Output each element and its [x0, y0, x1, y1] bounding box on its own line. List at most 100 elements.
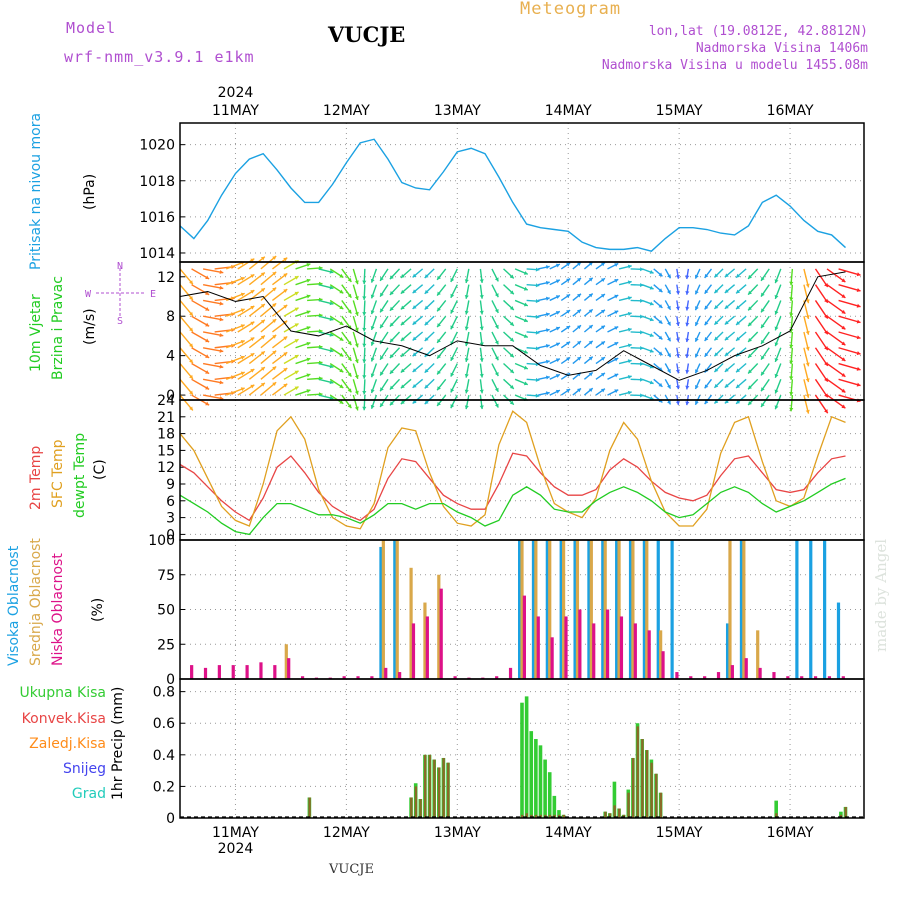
- wind-arrow: [814, 268, 829, 288]
- wind-arrow-head: [805, 283, 810, 288]
- low-cloud-bar: [703, 676, 707, 679]
- wind-arrow-head: [219, 380, 224, 385]
- wind-arrow-head: [640, 330, 644, 335]
- wind-arrow-head: [761, 371, 765, 376]
- wind-arrow-head: [640, 377, 644, 382]
- wind-arrow-head: [789, 297, 794, 301]
- x-tick-label-top: 16MAY: [767, 103, 814, 119]
- wind-arrow-head: [389, 385, 394, 390]
- wind-arrow-head: [339, 384, 344, 388]
- wind-arrow-head: [370, 373, 375, 378]
- wind-arrow-head: [479, 326, 484, 331]
- wind-arrow-head: [545, 296, 550, 301]
- wind-arrow-head: [347, 309, 352, 314]
- wind-arrow-head: [714, 305, 719, 309]
- wind-arrow-head: [736, 336, 741, 341]
- wind-arrow-head: [761, 292, 765, 297]
- wind-arrow-head: [627, 280, 632, 285]
- wind-arrow-head: [294, 276, 299, 280]
- x-tick-label-top: 12MAY: [323, 103, 370, 119]
- wind-arrow-head: [545, 265, 550, 270]
- wind-arrow-head: [380, 276, 384, 281]
- wind-arrow-head: [354, 280, 359, 285]
- wind-arrow-head: [535, 299, 540, 304]
- wind-arrow-head: [685, 338, 690, 343]
- wind-arrow-head: [260, 319, 265, 324]
- wind-arrow-head: [306, 310, 311, 315]
- wind-arrow-head: [219, 364, 224, 369]
- conv-precip-bar: [636, 726, 639, 818]
- wind-arrow-head: [600, 341, 605, 346]
- y-tick-label: 1020: [139, 138, 175, 154]
- conv-precip-bar: [645, 750, 649, 818]
- high-cloud-bar: [587, 540, 591, 679]
- wind-arrow-head: [535, 346, 540, 351]
- wind-arrow-head: [588, 309, 593, 314]
- wind-arrow-head: [600, 325, 605, 330]
- wind-arrow-head: [464, 326, 469, 331]
- wind-arrow-head: [545, 391, 550, 396]
- y-tick-label: 25: [157, 637, 175, 653]
- high-cloud-bar: [795, 540, 799, 679]
- wind-arrow-head: [658, 304, 663, 308]
- wind-arrow-head: [748, 290, 752, 295]
- wind-arrow-head: [774, 279, 779, 284]
- conv-precip-bar: [447, 762, 450, 818]
- wind-arrow-head: [189, 296, 193, 300]
- wind-arrow-head: [283, 257, 288, 262]
- high-cloud-bar: [615, 540, 619, 679]
- wind-arrow-head: [464, 358, 469, 362]
- total-precip-bar: [612, 781, 617, 818]
- wind-arrow-head: [362, 343, 367, 348]
- wind-arrow-head: [306, 278, 311, 283]
- low-cloud-bar: [758, 667, 762, 679]
- wind-arrow-head: [685, 306, 690, 311]
- conv-precip-bar: [631, 757, 635, 818]
- year-label-top: 2024: [218, 85, 254, 101]
- mid-cloud-bar: [561, 540, 566, 679]
- y-tick-label: 0: [166, 672, 175, 688]
- low-cloud-bar: [786, 676, 790, 679]
- wind-arrow-head: [494, 372, 499, 377]
- wind-arrow-head: [774, 342, 779, 347]
- wind-arrow-head: [240, 355, 245, 360]
- wind-arrow-head: [272, 256, 277, 260]
- high-cloud-bar: [628, 540, 633, 679]
- wind-arrow-head: [627, 390, 632, 395]
- low-cloud-bar: [287, 658, 291, 679]
- wind-arrow-head: [805, 315, 810, 319]
- high-cloud-bar: [739, 540, 744, 679]
- temp-2m-line: [179, 452, 846, 522]
- wind-arrow-head: [400, 352, 405, 357]
- wind-arrow-head: [667, 384, 671, 389]
- year-label-bottom: 2024: [218, 841, 254, 857]
- wind-arrow-head: [714, 352, 719, 357]
- wind-arrow-head: [614, 310, 619, 315]
- wind-arrow-head: [205, 385, 210, 390]
- wind-arrow-head: [588, 262, 593, 266]
- wind-arrow-head: [614, 389, 619, 394]
- wind-arrow-head: [824, 298, 828, 303]
- conv-precip-bar: [534, 814, 538, 818]
- wind-arrow-head: [566, 341, 571, 346]
- wind-arrow-head: [675, 322, 680, 327]
- x-tick-label-bottom: 14MAY: [545, 825, 592, 841]
- wind-arrow-head: [354, 327, 359, 332]
- legend-zaledj-kisa: Zaledj.Kisa: [29, 736, 106, 752]
- low-cloud-bar: [398, 672, 402, 679]
- wind-arrow-head: [370, 294, 375, 299]
- high-cloud-bar: [823, 540, 827, 679]
- wind-arrow-head: [509, 400, 514, 405]
- low-cloud-bar: [453, 676, 457, 679]
- wind-arrow-head: [412, 383, 417, 388]
- wind-arrow-head: [714, 383, 719, 388]
- wind-arrow-head: [283, 273, 288, 278]
- wind-arrow-head: [566, 357, 571, 362]
- wind-arrow-head: [577, 341, 581, 345]
- wind-arrow-head: [494, 293, 499, 298]
- footer-station: VUCJE: [329, 862, 374, 877]
- wind-arrow-head: [306, 326, 311, 330]
- wind-arrow-head: [283, 352, 288, 356]
- wind-arrow-head: [805, 362, 810, 367]
- wind-arrow-head: [789, 376, 794, 380]
